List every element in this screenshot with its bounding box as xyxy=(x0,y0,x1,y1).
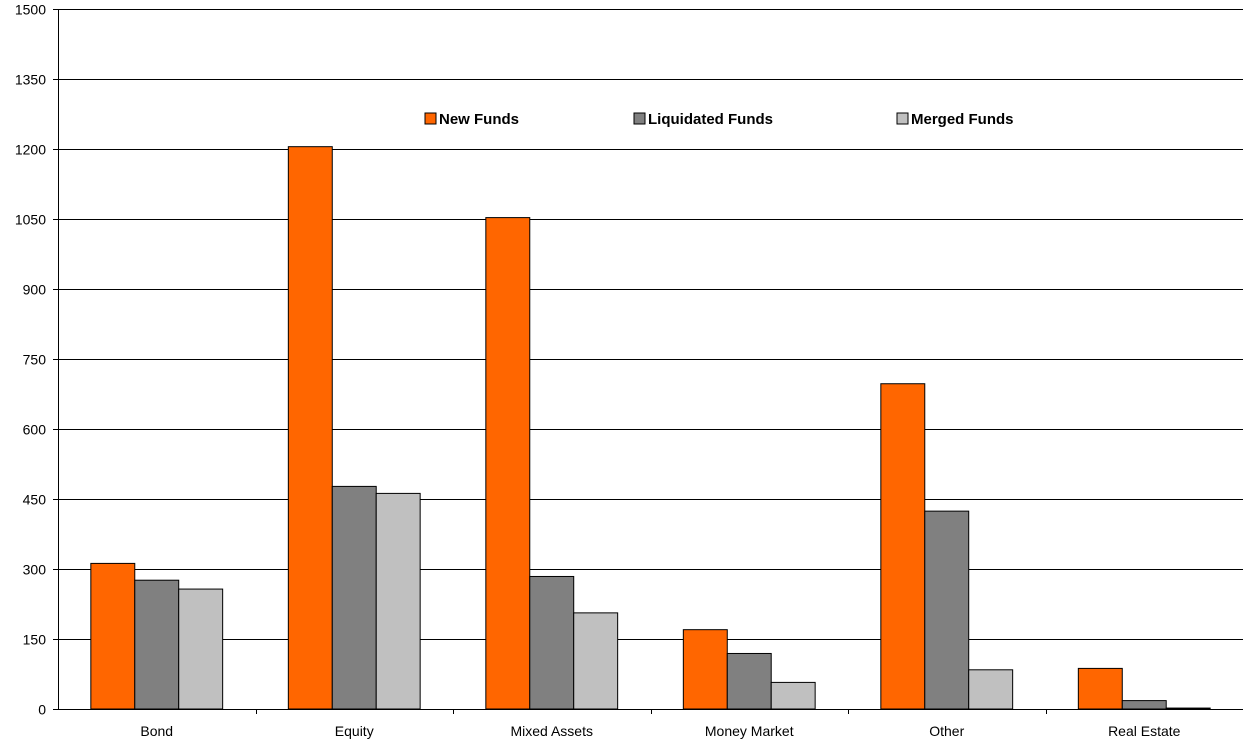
x-tick-label-equity: Equity xyxy=(335,723,374,739)
bar-liquidated-funds-real-estate xyxy=(1121,700,1167,710)
legend-label-new-funds: New Funds xyxy=(439,111,519,128)
y-tick-label: 1350 xyxy=(15,72,46,88)
legend-label-liquidated-funds: Liquidated Funds xyxy=(648,111,773,128)
x-tick-label-money-market: Money Market xyxy=(705,723,794,739)
axes xyxy=(53,9,1243,714)
x-tick-label-bond: Bond xyxy=(140,723,173,739)
y-tick-label: 450 xyxy=(23,492,47,508)
bar-merged-funds-equity xyxy=(375,492,421,710)
y-tick-label: 1200 xyxy=(15,142,46,158)
legend-swatch-liquidated-funds xyxy=(633,112,646,125)
y-tick-label: 150 xyxy=(23,632,47,648)
x-tick-label-mixed-assets: Mixed Assets xyxy=(511,723,593,739)
bar-new-funds-mixed-assets xyxy=(485,217,531,710)
legend-swatch-merged-funds xyxy=(896,112,909,125)
bar-liquidated-funds-mixed-assets xyxy=(529,575,575,710)
y-tick-label: 750 xyxy=(23,352,47,368)
bar-new-funds-bond xyxy=(90,562,136,710)
bar-new-funds-equity xyxy=(287,146,333,710)
bars xyxy=(90,146,1211,710)
x-tick-labels: Bond Equity Mixed Assets Money Market Other R… xyxy=(140,723,1180,739)
bar-merged-funds-bond xyxy=(178,588,224,710)
bar-merged-funds-money-market xyxy=(770,681,816,710)
gridlines xyxy=(58,9,1243,640)
bar-merged-funds-other xyxy=(968,669,1014,710)
bar-liquidated-funds-equity xyxy=(331,485,377,710)
y-tick-label: 1500 xyxy=(15,2,46,18)
bar-liquidated-funds-money-market xyxy=(726,652,772,710)
bar-liquidated-funds-other xyxy=(924,510,970,710)
bar-merged-funds-mixed-assets xyxy=(573,612,619,710)
bar-merged-funds-real-estate xyxy=(1165,707,1211,710)
y-tick-label: 600 xyxy=(23,422,47,438)
bar-new-funds-other xyxy=(880,383,926,710)
legend-swatch-new-funds xyxy=(424,112,437,125)
bar-new-funds-real-estate xyxy=(1077,667,1123,710)
legend: New Funds Liquidated Funds Merged Funds xyxy=(424,111,1014,128)
y-tick-label: 0 xyxy=(38,702,46,718)
x-tick-label-real-estate: Real Estate xyxy=(1108,723,1181,739)
y-tick-label: 1050 xyxy=(15,212,46,228)
y-tick-labels: 0 150 300 450 600 750 900 1050 1200 1350 1500 xyxy=(15,2,46,718)
y-tick-label: 300 xyxy=(23,562,47,578)
x-tick-label-other: Other xyxy=(929,723,964,739)
y-tick-label: 900 xyxy=(23,282,47,298)
legend-label-merged-funds: Merged Funds xyxy=(911,111,1014,128)
bar-new-funds-money-market xyxy=(682,629,728,710)
bar-liquidated-funds-bond xyxy=(134,579,180,710)
